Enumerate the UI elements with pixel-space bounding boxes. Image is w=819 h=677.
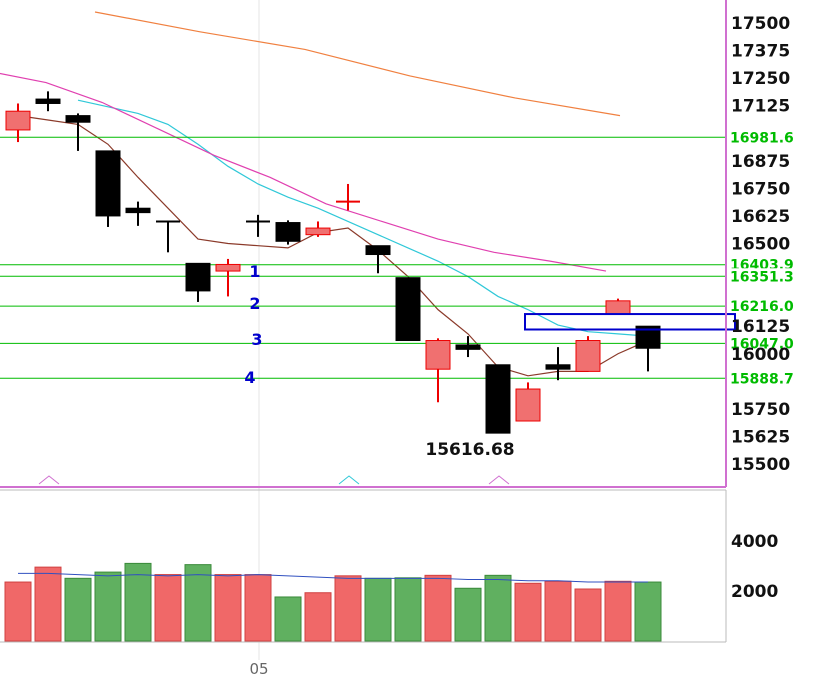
support-line-label: 16047.0 — [730, 336, 794, 352]
volume-bar — [394, 577, 422, 642]
axes: 17500 17375 17250 17125 16875 16750 16625 16500… — [0, 0, 790, 643]
candle-body — [35, 98, 61, 104]
price-tick-label: 16125 — [731, 317, 790, 337]
ma-short-line — [17, 115, 649, 377]
support-lines: 16981.616403.916351.316216.016047.015888… — [0, 129, 800, 387]
price-tick-label: 16750 — [731, 179, 790, 199]
volume-bar — [154, 574, 182, 642]
volume-bar — [64, 577, 92, 642]
volume-bar — [544, 580, 572, 642]
candle-body — [545, 364, 571, 370]
volume-bar — [124, 562, 152, 642]
level-annotation: 2 — [249, 294, 260, 313]
volume-bar — [484, 574, 512, 642]
candle-body — [305, 227, 331, 236]
ma-long-line — [0, 72, 607, 272]
volume-bar — [334, 575, 362, 642]
volume-bar — [214, 574, 242, 642]
candle-body — [5, 110, 31, 131]
volume-bar — [454, 587, 482, 642]
support-label-bg — [728, 370, 800, 387]
support-label-bg — [728, 298, 800, 315]
volume-ma-line — [18, 572, 648, 583]
volume-bars — [4, 562, 662, 642]
volume-tick-label: 2000 — [731, 582, 778, 602]
support-label-bg — [728, 129, 800, 146]
ma-longest-line — [94, 11, 621, 117]
volume-bar — [364, 577, 392, 642]
level-annotation: 3 — [251, 330, 262, 349]
price-tick-label: 15500 — [731, 455, 790, 475]
candle-body — [365, 245, 391, 256]
highlight-box — [524, 313, 736, 331]
level-annotations: 1 2 3 4 — [244, 262, 262, 387]
candle-body — [425, 340, 451, 370]
price-tick-label: 17125 — [731, 97, 790, 117]
candle-body — [395, 277, 421, 342]
support-line-label: 16351.3 — [730, 269, 794, 285]
price-tick-label: 17250 — [731, 69, 790, 89]
volume-bar — [4, 581, 32, 642]
candle-body — [185, 262, 211, 292]
support-line-label: 16981.6 — [730, 130, 794, 146]
period-marker — [38, 475, 60, 485]
candle-body — [125, 207, 151, 214]
candle-body — [575, 340, 601, 372]
support-label-bg — [728, 268, 800, 285]
volume-bar — [634, 581, 662, 642]
volume-bar — [34, 566, 62, 642]
candle-body — [515, 388, 541, 422]
volume-bar — [514, 582, 542, 642]
volume-bar — [94, 571, 122, 642]
candle-body — [455, 344, 481, 350]
price-tick-label: 16000 — [731, 345, 790, 365]
price-tick-label: 16875 — [731, 152, 790, 172]
candle-body — [275, 222, 301, 242]
support-line-label: 15888.7 — [730, 371, 794, 387]
volume-bar — [304, 592, 332, 642]
volume-bar — [424, 574, 452, 642]
price-tick-label: 15750 — [731, 400, 790, 420]
candle-body — [635, 325, 661, 349]
volume-bar — [244, 574, 272, 642]
price-tick-label: 17375 — [731, 42, 790, 62]
candle-body — [65, 115, 91, 123]
candle-body — [95, 150, 121, 217]
price-tick-label: 16625 — [731, 207, 790, 227]
low-price-label: 15616.68 — [425, 440, 514, 460]
period-marker — [338, 475, 360, 485]
volume-bar — [184, 564, 212, 642]
period-marker — [488, 475, 510, 485]
moving-average-lines — [0, 11, 649, 377]
price-tick-label: 15625 — [731, 427, 790, 447]
support-label-bg — [728, 335, 800, 352]
x-axis-label: 05 — [249, 660, 268, 677]
support-line-label: 16216.0 — [730, 299, 794, 315]
price-tick-label: 17500 — [731, 14, 790, 34]
volume-tick-label: 4000 — [731, 532, 778, 552]
candle-body — [485, 364, 511, 434]
level-annotation: 1 — [249, 262, 260, 281]
volume-bar — [274, 596, 302, 642]
price-tick-label: 16500 — [731, 235, 790, 255]
candle-body — [215, 263, 241, 272]
candles — [5, 91, 736, 434]
volume-bar — [574, 588, 602, 642]
level-annotation: 4 — [244, 368, 255, 387]
candle-body — [605, 300, 631, 315]
ma-mid-line — [77, 99, 649, 337]
volume-bar — [604, 580, 632, 642]
